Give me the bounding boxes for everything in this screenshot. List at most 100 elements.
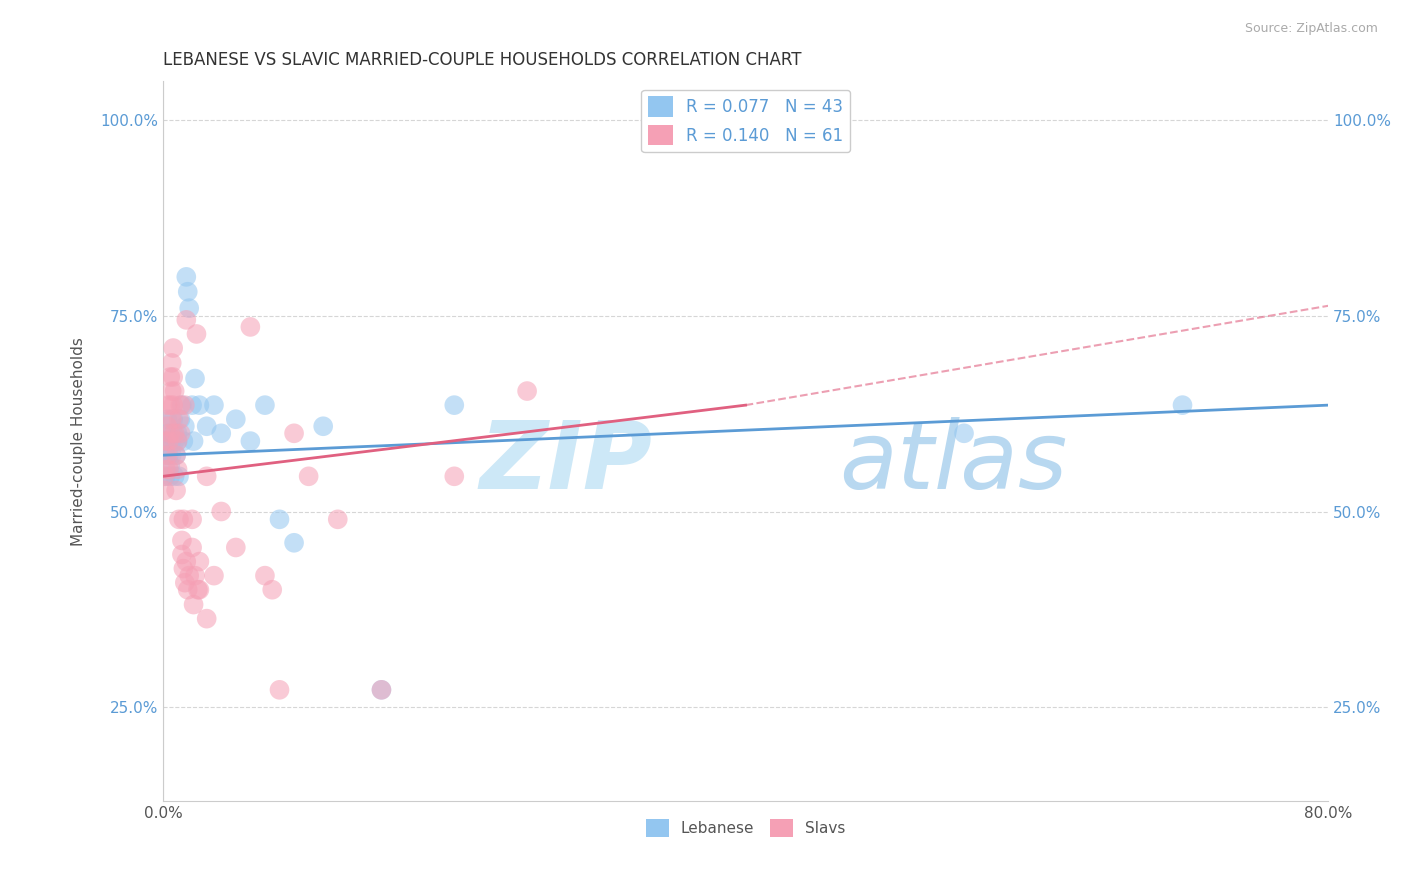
Point bbox=[167, 469, 190, 483]
Point bbox=[163, 426, 186, 441]
Text: atlas: atlas bbox=[839, 417, 1067, 508]
Point bbox=[188, 555, 211, 569]
Point bbox=[953, 426, 976, 441]
Point bbox=[177, 582, 200, 597]
Point bbox=[162, 426, 184, 441]
Point bbox=[181, 512, 204, 526]
Point bbox=[225, 541, 247, 555]
Legend: Lebanese, Slavs: Lebanese, Slavs bbox=[640, 813, 852, 844]
Point bbox=[166, 434, 188, 449]
Point bbox=[312, 419, 335, 434]
Point bbox=[1171, 398, 1194, 412]
Point bbox=[153, 483, 176, 498]
Point bbox=[183, 434, 205, 449]
Point bbox=[155, 462, 177, 476]
Point bbox=[181, 398, 204, 412]
Point bbox=[159, 426, 181, 441]
Point bbox=[262, 582, 284, 597]
Point bbox=[326, 512, 349, 526]
Y-axis label: Married-couple Households: Married-couple Households bbox=[72, 336, 86, 546]
Point bbox=[283, 426, 305, 441]
Point bbox=[162, 341, 184, 355]
Point bbox=[156, 426, 179, 441]
Point bbox=[169, 412, 191, 426]
Point bbox=[166, 426, 188, 441]
Point bbox=[156, 448, 179, 462]
Point bbox=[162, 370, 184, 384]
Point bbox=[174, 555, 197, 569]
Point bbox=[170, 398, 193, 412]
Point bbox=[165, 483, 187, 498]
Point bbox=[157, 434, 180, 449]
Point bbox=[179, 568, 201, 582]
Point bbox=[188, 398, 211, 412]
Point bbox=[184, 568, 207, 582]
Point bbox=[181, 541, 204, 555]
Point bbox=[165, 448, 187, 462]
Point bbox=[370, 682, 392, 697]
Point bbox=[202, 568, 225, 582]
Point bbox=[170, 548, 193, 562]
Point bbox=[160, 434, 183, 449]
Point bbox=[169, 398, 191, 412]
Point bbox=[516, 384, 538, 398]
Point bbox=[167, 412, 190, 426]
Point bbox=[443, 398, 465, 412]
Point bbox=[253, 568, 276, 582]
Point bbox=[159, 370, 181, 384]
Point bbox=[157, 462, 180, 476]
Point bbox=[157, 448, 180, 462]
Point bbox=[195, 469, 218, 483]
Point bbox=[160, 412, 183, 426]
Point bbox=[159, 458, 181, 472]
Point bbox=[159, 469, 181, 483]
Text: ZIP: ZIP bbox=[479, 417, 652, 508]
Point bbox=[156, 412, 179, 426]
Point bbox=[156, 419, 179, 434]
Point bbox=[172, 561, 194, 575]
Point bbox=[163, 384, 186, 398]
Point bbox=[170, 533, 193, 548]
Point bbox=[167, 512, 190, 526]
Point bbox=[298, 469, 321, 483]
Point bbox=[157, 434, 180, 449]
Point bbox=[209, 504, 232, 518]
Point bbox=[163, 469, 186, 483]
Point bbox=[162, 398, 184, 412]
Point bbox=[153, 469, 176, 483]
Point bbox=[179, 301, 201, 315]
Point bbox=[160, 384, 183, 398]
Point bbox=[253, 398, 276, 412]
Point bbox=[159, 398, 181, 412]
Point bbox=[209, 426, 232, 441]
Text: LEBANESE VS SLAVIC MARRIED-COUPLE HOUSEHOLDS CORRELATION CHART: LEBANESE VS SLAVIC MARRIED-COUPLE HOUSEH… bbox=[163, 51, 801, 69]
Point bbox=[283, 536, 305, 550]
Point bbox=[195, 419, 218, 434]
Point bbox=[269, 682, 291, 697]
Point bbox=[155, 434, 177, 449]
Point bbox=[174, 269, 197, 284]
Point bbox=[162, 412, 184, 426]
Point bbox=[172, 434, 194, 449]
Point bbox=[184, 371, 207, 385]
Point bbox=[163, 434, 186, 449]
Point bbox=[153, 434, 176, 449]
Point bbox=[173, 575, 195, 590]
Point bbox=[177, 285, 200, 299]
Point bbox=[160, 448, 183, 462]
Point bbox=[239, 320, 262, 334]
Point bbox=[269, 512, 291, 526]
Point bbox=[166, 434, 188, 449]
Point bbox=[239, 434, 262, 449]
Point bbox=[165, 448, 187, 462]
Point bbox=[174, 313, 197, 327]
Point bbox=[443, 469, 465, 483]
Point bbox=[202, 398, 225, 412]
Point bbox=[173, 419, 195, 434]
Point bbox=[186, 326, 208, 341]
Point bbox=[195, 612, 218, 626]
Point bbox=[188, 582, 211, 597]
Point bbox=[187, 582, 209, 597]
Point bbox=[156, 398, 179, 412]
Point bbox=[183, 598, 205, 612]
